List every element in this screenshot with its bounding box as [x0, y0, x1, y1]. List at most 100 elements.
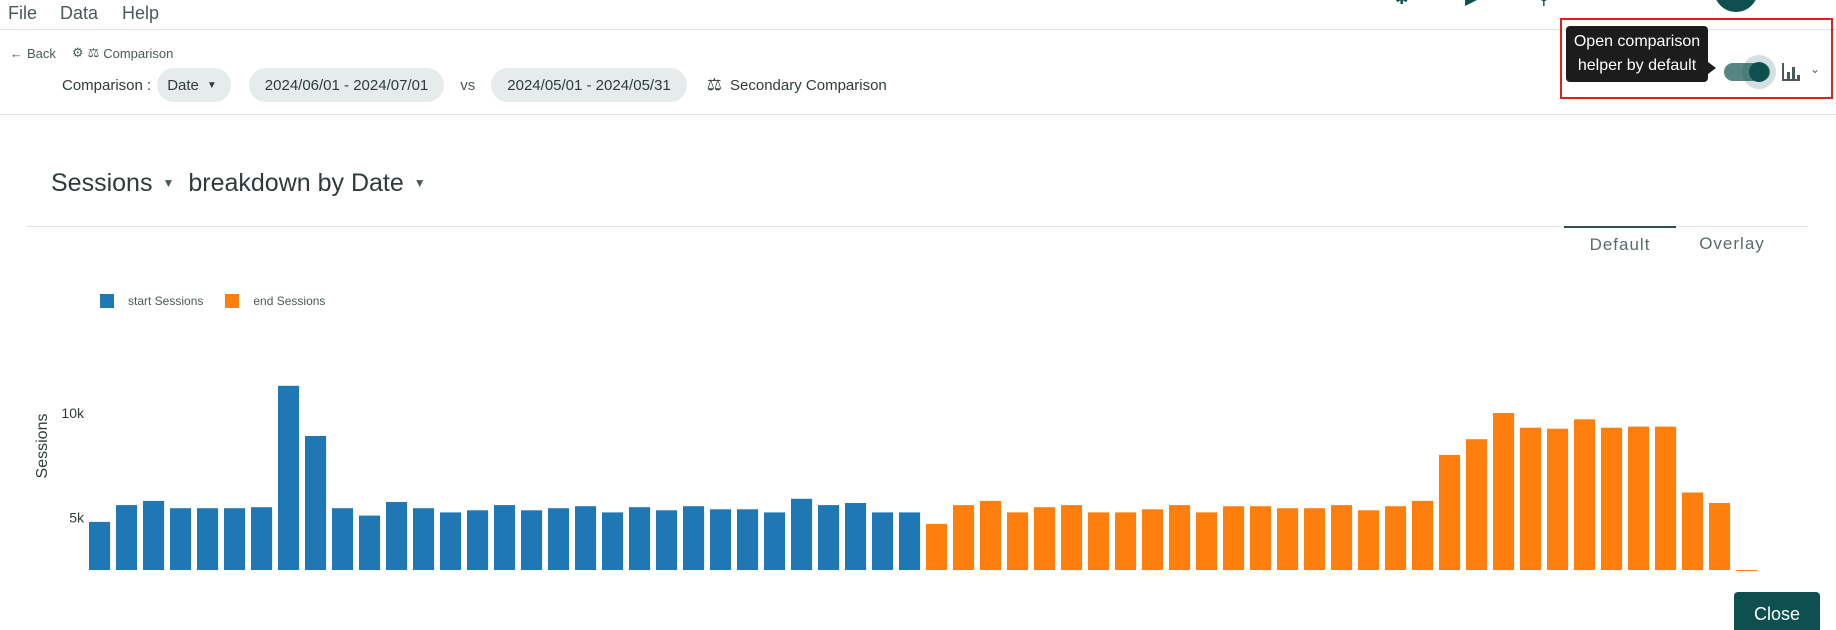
legend-item-start[interactable]: start Sessions: [100, 294, 203, 308]
bar-start-18[interactable]: [575, 506, 597, 570]
tab-default[interactable]: Default: [1564, 226, 1676, 262]
metric-select-label[interactable]: Sessions: [51, 168, 153, 197]
search-icon[interactable]: ⚲: [1538, 0, 1556, 6]
bar-end-0[interactable]: [926, 523, 948, 570]
breadcrumb-current: ⚙ ⚖ Comparison: [72, 45, 173, 61]
bar-end-1[interactable]: [953, 505, 975, 570]
bar-end-8[interactable]: [1142, 509, 1164, 570]
bar-end-20[interactable]: [1466, 439, 1488, 570]
bar-start-17[interactable]: [548, 508, 570, 570]
back-link[interactable]: ← Back: [10, 46, 56, 61]
legend-item-end[interactable]: end Sessions: [225, 294, 325, 308]
bar-end-5[interactable]: [1061, 505, 1083, 570]
toolbar-divider: [0, 114, 1836, 115]
bar-start-27[interactable]: [818, 505, 840, 570]
bar-start-30[interactable]: [899, 512, 921, 570]
bar-end-22[interactable]: [1520, 427, 1542, 570]
breakdown-caret-icon[interactable]: ▼: [413, 176, 426, 190]
secondary-comparison-button[interactable]: ⚖ Secondary Comparison: [707, 75, 887, 95]
bar-end-26[interactable]: [1628, 426, 1650, 570]
breadcrumb-current-label: Comparison: [103, 45, 174, 61]
bar-end-14[interactable]: [1304, 508, 1326, 570]
bar-chart-icon[interactable]: [1782, 63, 1800, 81]
close-button[interactable]: Close: [1734, 592, 1820, 630]
bar-end-21[interactable]: [1493, 413, 1515, 570]
menu-data[interactable]: Data: [60, 3, 99, 23]
bar-start-12[interactable]: [413, 508, 435, 570]
bar-end-28[interactable]: [1682, 492, 1704, 571]
vs-label: vs: [460, 76, 476, 94]
bar-start-26[interactable]: [791, 498, 813, 570]
menu-help[interactable]: Help: [122, 3, 160, 23]
bar-end-10[interactable]: [1196, 512, 1218, 570]
bar-end-12[interactable]: [1250, 506, 1272, 570]
bar-start-23[interactable]: [710, 509, 732, 570]
bar-start-2[interactable]: [143, 500, 165, 570]
bar-start-11[interactable]: [386, 502, 408, 570]
bar-end-4[interactable]: [1034, 507, 1056, 570]
bar-start-28[interactable]: [845, 503, 867, 570]
bar-start-1[interactable]: [116, 505, 138, 570]
bar-start-29[interactable]: [872, 512, 894, 570]
pin-icon[interactable]: ✱: [1395, 0, 1413, 6]
bar-start-13[interactable]: [440, 512, 462, 570]
bar-end-27[interactable]: [1655, 426, 1677, 570]
bar-end-2[interactable]: [980, 500, 1002, 570]
bar-start-24[interactable]: [737, 509, 759, 570]
bar-start-0[interactable]: [89, 521, 111, 570]
primary-date-range[interactable]: 2024/06/01 - 2024/07/01: [248, 68, 445, 102]
tab-overlay[interactable]: Overlay: [1699, 234, 1765, 253]
tooltip-line-2: helper by default: [1577, 57, 1697, 74]
bar-end-19[interactable]: [1439, 454, 1461, 570]
play-icon[interactable]: ▶: [1465, 0, 1483, 6]
caret-down-icon: ▼: [206, 79, 217, 91]
bar-start-8[interactable]: [305, 436, 327, 570]
bar-end-6[interactable]: [1088, 512, 1110, 570]
bar-start-15[interactable]: [494, 505, 516, 570]
bar-end-17[interactable]: [1385, 506, 1407, 570]
menu-file[interactable]: File: [8, 3, 38, 23]
helper-tooltip: Open comparison helper by default: [1566, 26, 1716, 82]
bar-start-7[interactable]: [278, 385, 300, 570]
bar-end-15[interactable]: [1331, 505, 1353, 570]
breadcrumb: ← Back ⚙ ⚖ Comparison: [10, 44, 173, 62]
bar-start-4[interactable]: [197, 508, 219, 570]
secondary-date-range[interactable]: 2024/05/01 - 2024/05/31: [491, 68, 687, 102]
comparison-label: Comparison :: [62, 76, 152, 94]
scale-add-icon: ⚖: [706, 75, 723, 94]
bar-start-3[interactable]: [170, 508, 192, 570]
bar-end-25[interactable]: [1601, 427, 1623, 570]
toggle-knob[interactable]: [1749, 62, 1769, 82]
bar-end-9[interactable]: [1169, 505, 1191, 570]
bar-end-3[interactable]: [1007, 512, 1029, 570]
bar-end-23[interactable]: [1547, 428, 1569, 570]
bar-start-5[interactable]: [224, 508, 246, 570]
bar-start-6[interactable]: [251, 507, 273, 570]
bar-start-25[interactable]: [764, 512, 786, 570]
back-label: Back: [27, 45, 56, 61]
metric-caret-icon[interactable]: ▼: [162, 176, 175, 190]
scale-icon: ⚖: [87, 45, 100, 60]
bar-start-14[interactable]: [467, 510, 489, 570]
bar-end-7[interactable]: [1115, 512, 1137, 570]
bar-end-29[interactable]: [1709, 503, 1731, 570]
breakdown-select-label[interactable]: breakdown by Date: [188, 168, 404, 197]
bar-start-10[interactable]: [359, 515, 381, 570]
user-avatar-button[interactable]: [1714, 0, 1758, 12]
bar-end-16[interactable]: [1358, 510, 1380, 570]
bar-end-11[interactable]: [1223, 506, 1245, 570]
bar-end-30[interactable]: [1736, 570, 1758, 571]
bar-end-24[interactable]: [1574, 419, 1596, 570]
bar-end-13[interactable]: [1277, 508, 1299, 570]
bar-start-9[interactable]: [332, 508, 354, 570]
bar-start-22[interactable]: [683, 506, 705, 570]
bar-start-19[interactable]: [602, 512, 624, 570]
chevron-down-icon[interactable]: ⌄: [1810, 62, 1821, 76]
arrow-left-icon: ←: [10, 45, 23, 61]
chart-title: Sessions ▼ breakdown by Date ▼: [51, 166, 440, 200]
comparison-dimension-select[interactable]: Date ▼: [157, 68, 231, 102]
bar-start-20[interactable]: [629, 507, 651, 570]
bar-start-21[interactable]: [656, 510, 678, 570]
bar-end-18[interactable]: [1412, 500, 1434, 570]
bar-start-16[interactable]: [521, 510, 543, 570]
